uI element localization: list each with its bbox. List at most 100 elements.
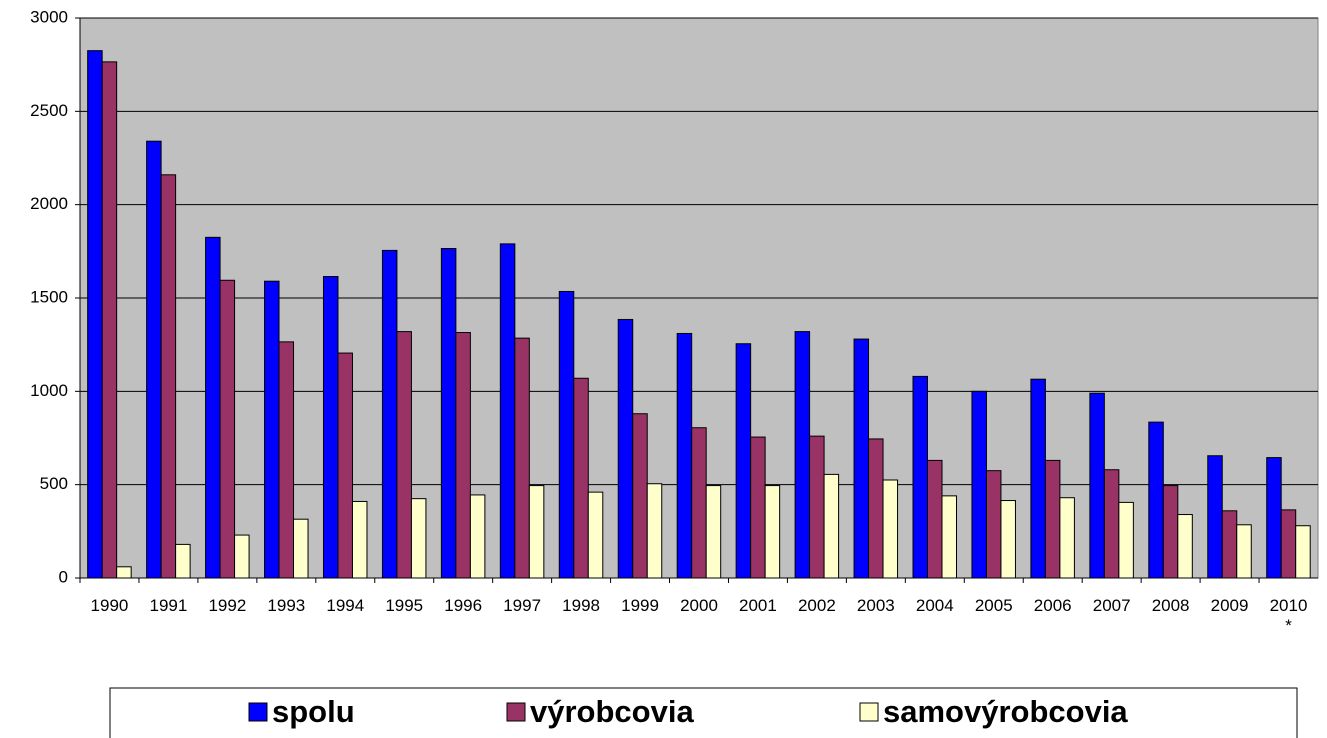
bar bbox=[617, 318, 634, 579]
bar bbox=[440, 248, 457, 579]
bar bbox=[499, 243, 516, 579]
x-tick-label: 1990 bbox=[90, 596, 129, 615]
x-tick-label: 2006 bbox=[1033, 596, 1072, 615]
x-tick-label: 1996 bbox=[444, 596, 483, 615]
bar bbox=[646, 483, 663, 579]
bar bbox=[293, 518, 309, 579]
x-tick-label: 2007 bbox=[1092, 596, 1131, 615]
bar bbox=[1044, 459, 1061, 579]
bar bbox=[1266, 457, 1282, 579]
bar bbox=[528, 485, 545, 579]
bar bbox=[337, 352, 353, 579]
y-tick-label: 3000 bbox=[30, 7, 68, 26]
bar bbox=[558, 290, 575, 579]
x-tick-label: 2010 * bbox=[1269, 596, 1308, 635]
bar bbox=[853, 338, 870, 579]
bar bbox=[1089, 392, 1105, 579]
bar bbox=[971, 390, 987, 579]
x-tick-label: 1999 bbox=[621, 596, 659, 615]
x-tick-label: 1995 bbox=[385, 596, 424, 615]
bar bbox=[735, 343, 752, 579]
bar bbox=[1295, 525, 1311, 579]
bar bbox=[87, 50, 103, 579]
bar bbox=[160, 174, 177, 579]
x-tick-label: 1991 bbox=[149, 596, 188, 615]
legend-swatch bbox=[506, 702, 526, 722]
bar bbox=[175, 543, 191, 579]
bar bbox=[573, 377, 589, 579]
bar bbox=[587, 491, 604, 579]
bar bbox=[455, 332, 471, 579]
bar bbox=[1280, 509, 1297, 579]
legend-label: výrobcovia bbox=[530, 694, 694, 729]
bar bbox=[381, 249, 398, 579]
bar bbox=[1059, 497, 1075, 579]
y-tick-label: 0 bbox=[59, 567, 68, 586]
bar bbox=[750, 436, 766, 579]
x-tick-label: 2002 bbox=[797, 596, 836, 615]
bar bbox=[396, 331, 412, 579]
bar bbox=[322, 276, 339, 579]
x-tick-label: 1993 bbox=[267, 596, 306, 615]
bar bbox=[705, 485, 722, 579]
bar bbox=[1000, 500, 1016, 579]
y-tick-label: 1000 bbox=[30, 381, 68, 400]
bar bbox=[912, 375, 928, 579]
bar bbox=[632, 413, 648, 579]
bar bbox=[691, 427, 707, 579]
x-tick-label: 1997 bbox=[503, 596, 542, 615]
bar bbox=[351, 500, 368, 579]
bar bbox=[1162, 485, 1179, 579]
y-tick-label: 2000 bbox=[30, 194, 68, 213]
legend-label: samovýrobcovia bbox=[883, 694, 1128, 729]
bar bbox=[101, 61, 118, 579]
x-tick-label: 2000 bbox=[680, 596, 718, 615]
x-tick-label: 2003 bbox=[856, 596, 895, 615]
y-tick-label: 2500 bbox=[30, 101, 68, 120]
bar bbox=[219, 279, 236, 579]
legend-box bbox=[109, 687, 1298, 738]
bar bbox=[868, 438, 884, 579]
bar bbox=[1236, 524, 1252, 579]
legend-label: spolu bbox=[272, 694, 355, 729]
bar bbox=[410, 498, 427, 579]
y-tick-label: 1500 bbox=[30, 287, 68, 306]
x-tick-label: 2005 bbox=[974, 596, 1013, 615]
x-tick-label: 2008 bbox=[1151, 596, 1190, 615]
bar bbox=[882, 479, 899, 579]
bar bbox=[1103, 469, 1120, 579]
x-tick-label: 1998 bbox=[562, 596, 600, 615]
x-tick-label: 1994 bbox=[326, 596, 365, 615]
bar bbox=[941, 495, 957, 579]
bar bbox=[205, 236, 221, 579]
bar bbox=[926, 459, 943, 579]
x-tick-label: 2009 bbox=[1210, 596, 1249, 615]
bar bbox=[514, 337, 530, 579]
bar bbox=[794, 331, 811, 579]
bar bbox=[469, 494, 486, 579]
bar bbox=[985, 470, 1002, 579]
legend-swatch bbox=[248, 702, 268, 722]
bar bbox=[676, 332, 693, 579]
bar bbox=[823, 473, 840, 579]
bar bbox=[1030, 378, 1046, 579]
bar bbox=[146, 140, 162, 579]
x-tick-label: 1992 bbox=[208, 596, 247, 615]
x-tick-label: 2001 bbox=[739, 596, 777, 615]
bar bbox=[1118, 501, 1134, 579]
y-tick-label: 500 bbox=[40, 474, 68, 493]
bar bbox=[1221, 510, 1238, 579]
bar bbox=[1148, 421, 1164, 579]
bar bbox=[1177, 514, 1193, 579]
bar bbox=[764, 485, 781, 579]
bar bbox=[278, 341, 295, 579]
bar bbox=[1207, 455, 1223, 579]
x-tick-label: 2004 bbox=[915, 596, 954, 615]
bar bbox=[809, 435, 825, 579]
bar bbox=[116, 566, 132, 579]
bar bbox=[234, 534, 250, 579]
legend-swatch bbox=[859, 702, 879, 722]
bar bbox=[264, 280, 280, 579]
